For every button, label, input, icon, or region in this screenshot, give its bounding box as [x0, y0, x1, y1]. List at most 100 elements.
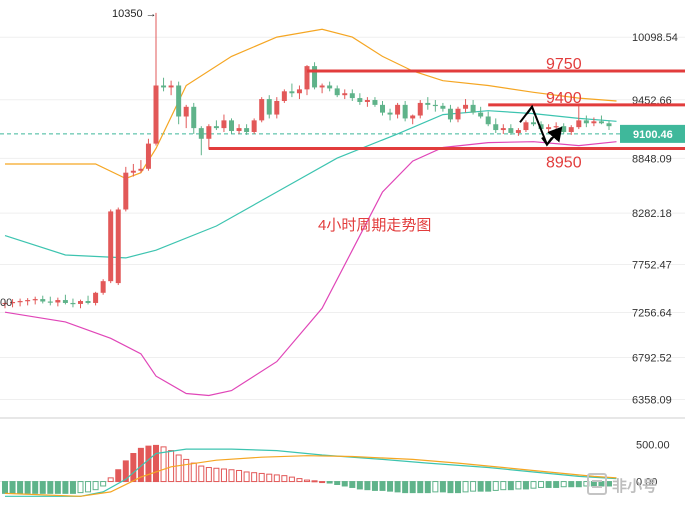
macd-panel: 500.00 0.00 — [0, 440, 670, 497]
candle — [70, 298, 76, 308]
macd-bar — [356, 481, 363, 490]
plot-area: 10098.549452.668848.098282.187752.477256… — [0, 8, 685, 407]
candle — [410, 114, 416, 125]
level-label-8950: 8950 — [546, 154, 582, 171]
macd-bar — [213, 467, 220, 483]
watermark: 非小号 — [587, 473, 657, 495]
macd-bar — [394, 481, 401, 493]
candle — [606, 120, 612, 131]
macd-bar — [243, 471, 250, 483]
macd-bar — [296, 478, 303, 483]
candle — [130, 163, 136, 177]
macd-bar — [371, 481, 378, 491]
candle — [47, 296, 53, 306]
candle — [372, 97, 378, 107]
candle — [244, 124, 250, 135]
candle — [553, 122, 559, 131]
macd-bar — [575, 481, 582, 488]
candle — [100, 279, 106, 295]
candle — [138, 160, 144, 173]
macd-bar — [281, 475, 288, 483]
macd-bar — [606, 481, 612, 487]
macd-bar — [334, 481, 341, 486]
candle — [447, 104, 453, 123]
macd-bar — [560, 481, 567, 488]
macd-bar — [470, 481, 477, 492]
macd-bar — [205, 467, 212, 483]
macd-bar — [107, 477, 114, 483]
candle — [515, 128, 521, 136]
candle — [251, 118, 257, 134]
macd-bar — [538, 481, 545, 488]
projection-arrows — [519, 104, 563, 147]
macd-bar — [39, 481, 46, 494]
macd-bar — [590, 481, 597, 487]
candle — [32, 296, 38, 305]
candle — [576, 104, 582, 130]
candles — [2, 12, 612, 309]
high-price-annotation: 10350 → — [112, 8, 157, 20]
candle — [455, 106, 461, 123]
macd-bar — [122, 460, 129, 483]
macd-bar — [115, 469, 122, 483]
macd-bar — [492, 481, 499, 491]
price-tick-label: 8848.09 — [632, 153, 672, 165]
candle — [2, 299, 8, 309]
candle — [145, 138, 151, 171]
candle — [108, 209, 114, 284]
last-price-tag — [620, 124, 685, 143]
left-partial-price-label: 00 — [0, 297, 12, 309]
macd-dea-line — [4, 455, 617, 497]
price-tick-label: 6358.09 — [632, 395, 672, 407]
candle — [478, 106, 484, 119]
candle — [229, 118, 234, 134]
macd-bar — [9, 481, 16, 494]
macd-bar — [402, 481, 409, 494]
macd-bar — [462, 481, 469, 493]
macd-bar — [62, 481, 69, 494]
macd-bar — [447, 481, 454, 494]
candle — [168, 80, 174, 96]
macd-bar — [198, 465, 205, 483]
candle — [236, 124, 242, 134]
macd-bar — [500, 481, 507, 491]
candle — [191, 102, 197, 134]
macd-bar — [515, 481, 522, 490]
macd-lines — [4, 448, 617, 497]
macd-bar — [349, 481, 356, 488]
macd-bar — [258, 472, 265, 483]
candle — [591, 117, 597, 127]
watermark-logo-icon — [587, 473, 607, 495]
macd-tick-label: 500.00 — [636, 440, 670, 452]
macd-bar — [477, 481, 484, 492]
candle — [568, 125, 574, 135]
candle — [221, 114, 227, 132]
candle — [312, 62, 318, 90]
macd-bar — [145, 445, 152, 483]
high-annotation: 10350 → — [112, 8, 157, 20]
macd-bar — [160, 446, 167, 483]
candle — [417, 100, 423, 119]
candle — [523, 120, 529, 132]
resistance-support-levels: 9750 9400 8950 — [208, 56, 685, 171]
candle — [500, 124, 506, 134]
candle — [289, 83, 295, 98]
macd-bar — [288, 476, 295, 483]
price-tick-label: 7752.47 — [632, 259, 672, 271]
macd-bar — [311, 480, 318, 483]
macd-bar — [273, 474, 280, 483]
candle — [213, 120, 219, 131]
candle — [432, 100, 438, 112]
macd-bar — [236, 469, 243, 483]
candle — [55, 297, 61, 307]
macd-bar — [379, 481, 386, 491]
candle — [183, 104, 189, 129]
level-label-9750: 9750 — [546, 56, 582, 73]
price-axis-ticks: 10098.549452.668848.098282.187752.477256… — [632, 32, 678, 406]
candle — [62, 294, 68, 305]
macd-bar — [2, 481, 8, 494]
macd-bar — [417, 481, 424, 494]
watermark-text: 非小号 — [612, 477, 657, 495]
candle — [334, 85, 340, 98]
macd-bar — [183, 458, 190, 483]
